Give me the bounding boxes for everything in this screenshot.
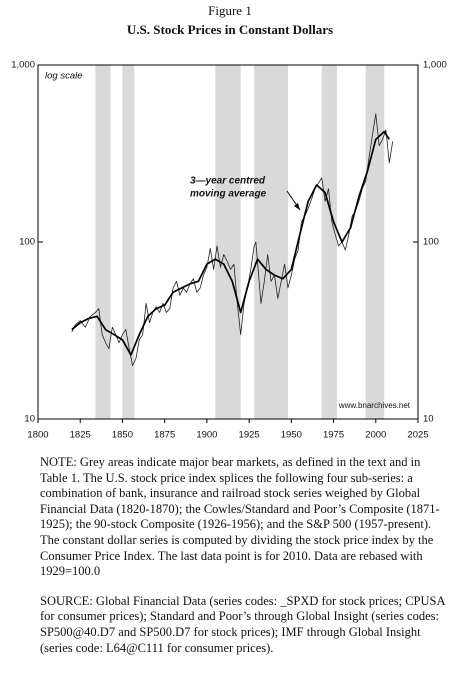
bear-market-shade	[215, 65, 241, 419]
x-tick-label: 1975	[323, 430, 344, 441]
y2-tick-label: 10	[423, 414, 434, 425]
annotation: log scale	[45, 71, 83, 82]
annotation: 3—year centred	[190, 176, 266, 187]
x-tick-label: 2025	[407, 430, 428, 441]
figure-label: Figure 1	[208, 3, 252, 18]
x-tick-label: 1950	[281, 430, 302, 441]
y-tick-label: 100	[19, 237, 35, 248]
chart-title: U.S. Stock Prices in Constant Dollars	[127, 22, 333, 37]
y-tick-label: 1,000	[11, 60, 35, 71]
y-tick-label: 10	[24, 414, 35, 425]
x-tick-label: 1925	[239, 430, 260, 441]
y2-tick-label: 1,000	[423, 60, 447, 71]
chart: Figure 1 U.S. Stock Prices in Constant D…	[11, 3, 447, 441]
x-tick-label: 2000	[365, 430, 386, 441]
arrow-head	[294, 203, 300, 210]
series-line	[71, 130, 390, 356]
bear-market-shade	[365, 65, 385, 419]
note: NOTE: Grey areas indicate major bear mar…	[40, 455, 440, 579]
series-line	[71, 113, 394, 367]
annotation: www.bnarchives.net	[338, 401, 411, 410]
x-tick-label: 1875	[154, 430, 175, 441]
x-tick-label: 1850	[112, 430, 133, 441]
y2-tick-label: 100	[423, 237, 439, 248]
annotation: moving average	[190, 189, 267, 200]
bear-market-shade	[95, 65, 111, 419]
source: SOURCE: Global Financial Data (series co…	[40, 593, 445, 655]
x-tick-label: 1825	[70, 430, 91, 441]
bear-market-shade	[254, 65, 288, 419]
notes: NOTE: Grey areas indicate major bear mar…	[40, 455, 445, 670]
x-tick-label: 1900	[196, 430, 217, 441]
x-tick-label: 1800	[27, 430, 48, 441]
bear-market-shade	[122, 65, 135, 419]
bear-market-shade	[321, 65, 337, 419]
